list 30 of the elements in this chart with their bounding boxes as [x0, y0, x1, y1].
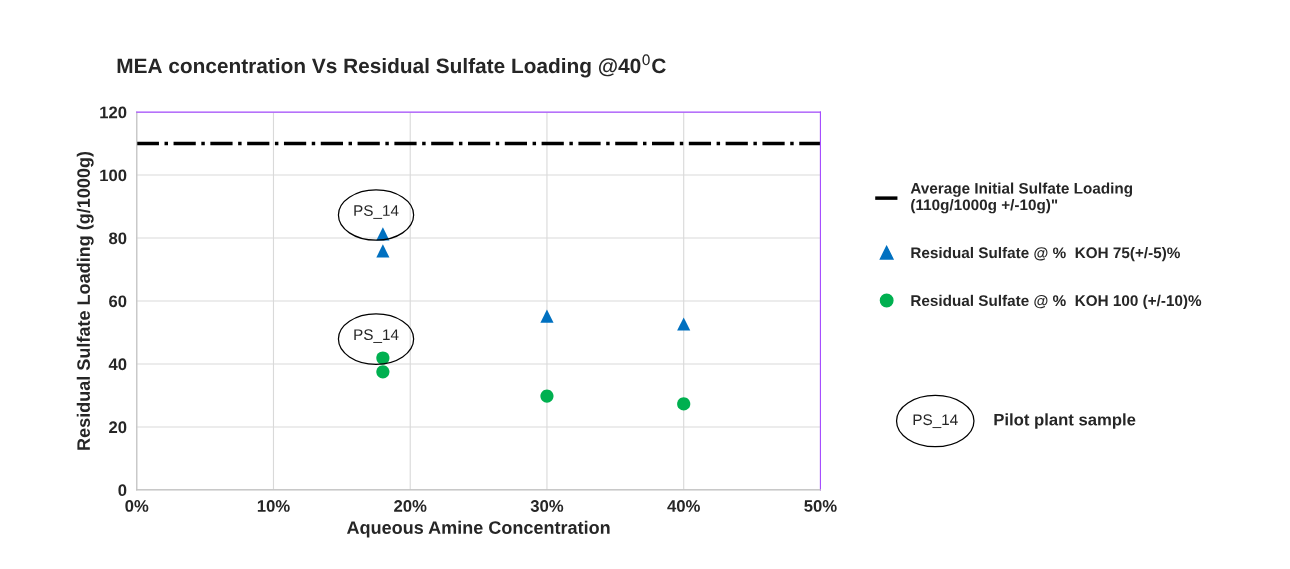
y-axis-title: Residual Sulfate Loading (g/1000g): [76, 151, 94, 450]
point: [376, 365, 390, 379]
point: [540, 309, 554, 323]
chart-title: MEA concentration Vs Residual Sulfate Loading @40$^{0}$C: [117, 54, 666, 78]
annotation: PS_14: [354, 205, 399, 219]
y-tick-label: 100: [100, 169, 127, 182]
legend-label: Residual Sulfate @ % KOH 75(+/-5)%: [911, 246, 1180, 262]
x-axis-title: Aqueous Amine Concentration: [346, 520, 610, 538]
y-tick-label: 40: [108, 358, 127, 371]
y-tick-label: 80: [109, 232, 127, 245]
point: [540, 389, 554, 403]
x-tick-label: 10%: [257, 500, 290, 512]
y-tick-label: 20: [109, 421, 127, 434]
point: [677, 317, 691, 331]
x-tick-label: 40%: [667, 500, 700, 512]
point: [376, 244, 390, 258]
y-tick-label: 0: [118, 484, 127, 497]
x-tick-label: 30%: [530, 500, 564, 512]
legend-label: Residual Sulfate @ % KOH 100 (+/-10)%: [911, 294, 1202, 310]
point: [677, 397, 691, 411]
y-tick-label: 120: [100, 106, 127, 119]
x-tick-label: 50%: [804, 500, 837, 512]
point: [376, 351, 390, 365]
y-tick-label: 60: [109, 295, 127, 308]
text: Pilot plant sample: [994, 413, 1136, 429]
text: PS_14: [913, 414, 958, 429]
legend-label: Average Initial Sulfate Loading (110g/1000g +/-10g)": [910, 182, 1133, 214]
x-tick-label: 20%: [394, 500, 427, 512]
x-tick-label: 0%: [125, 500, 149, 512]
annotation: PS_14: [354, 329, 399, 343]
